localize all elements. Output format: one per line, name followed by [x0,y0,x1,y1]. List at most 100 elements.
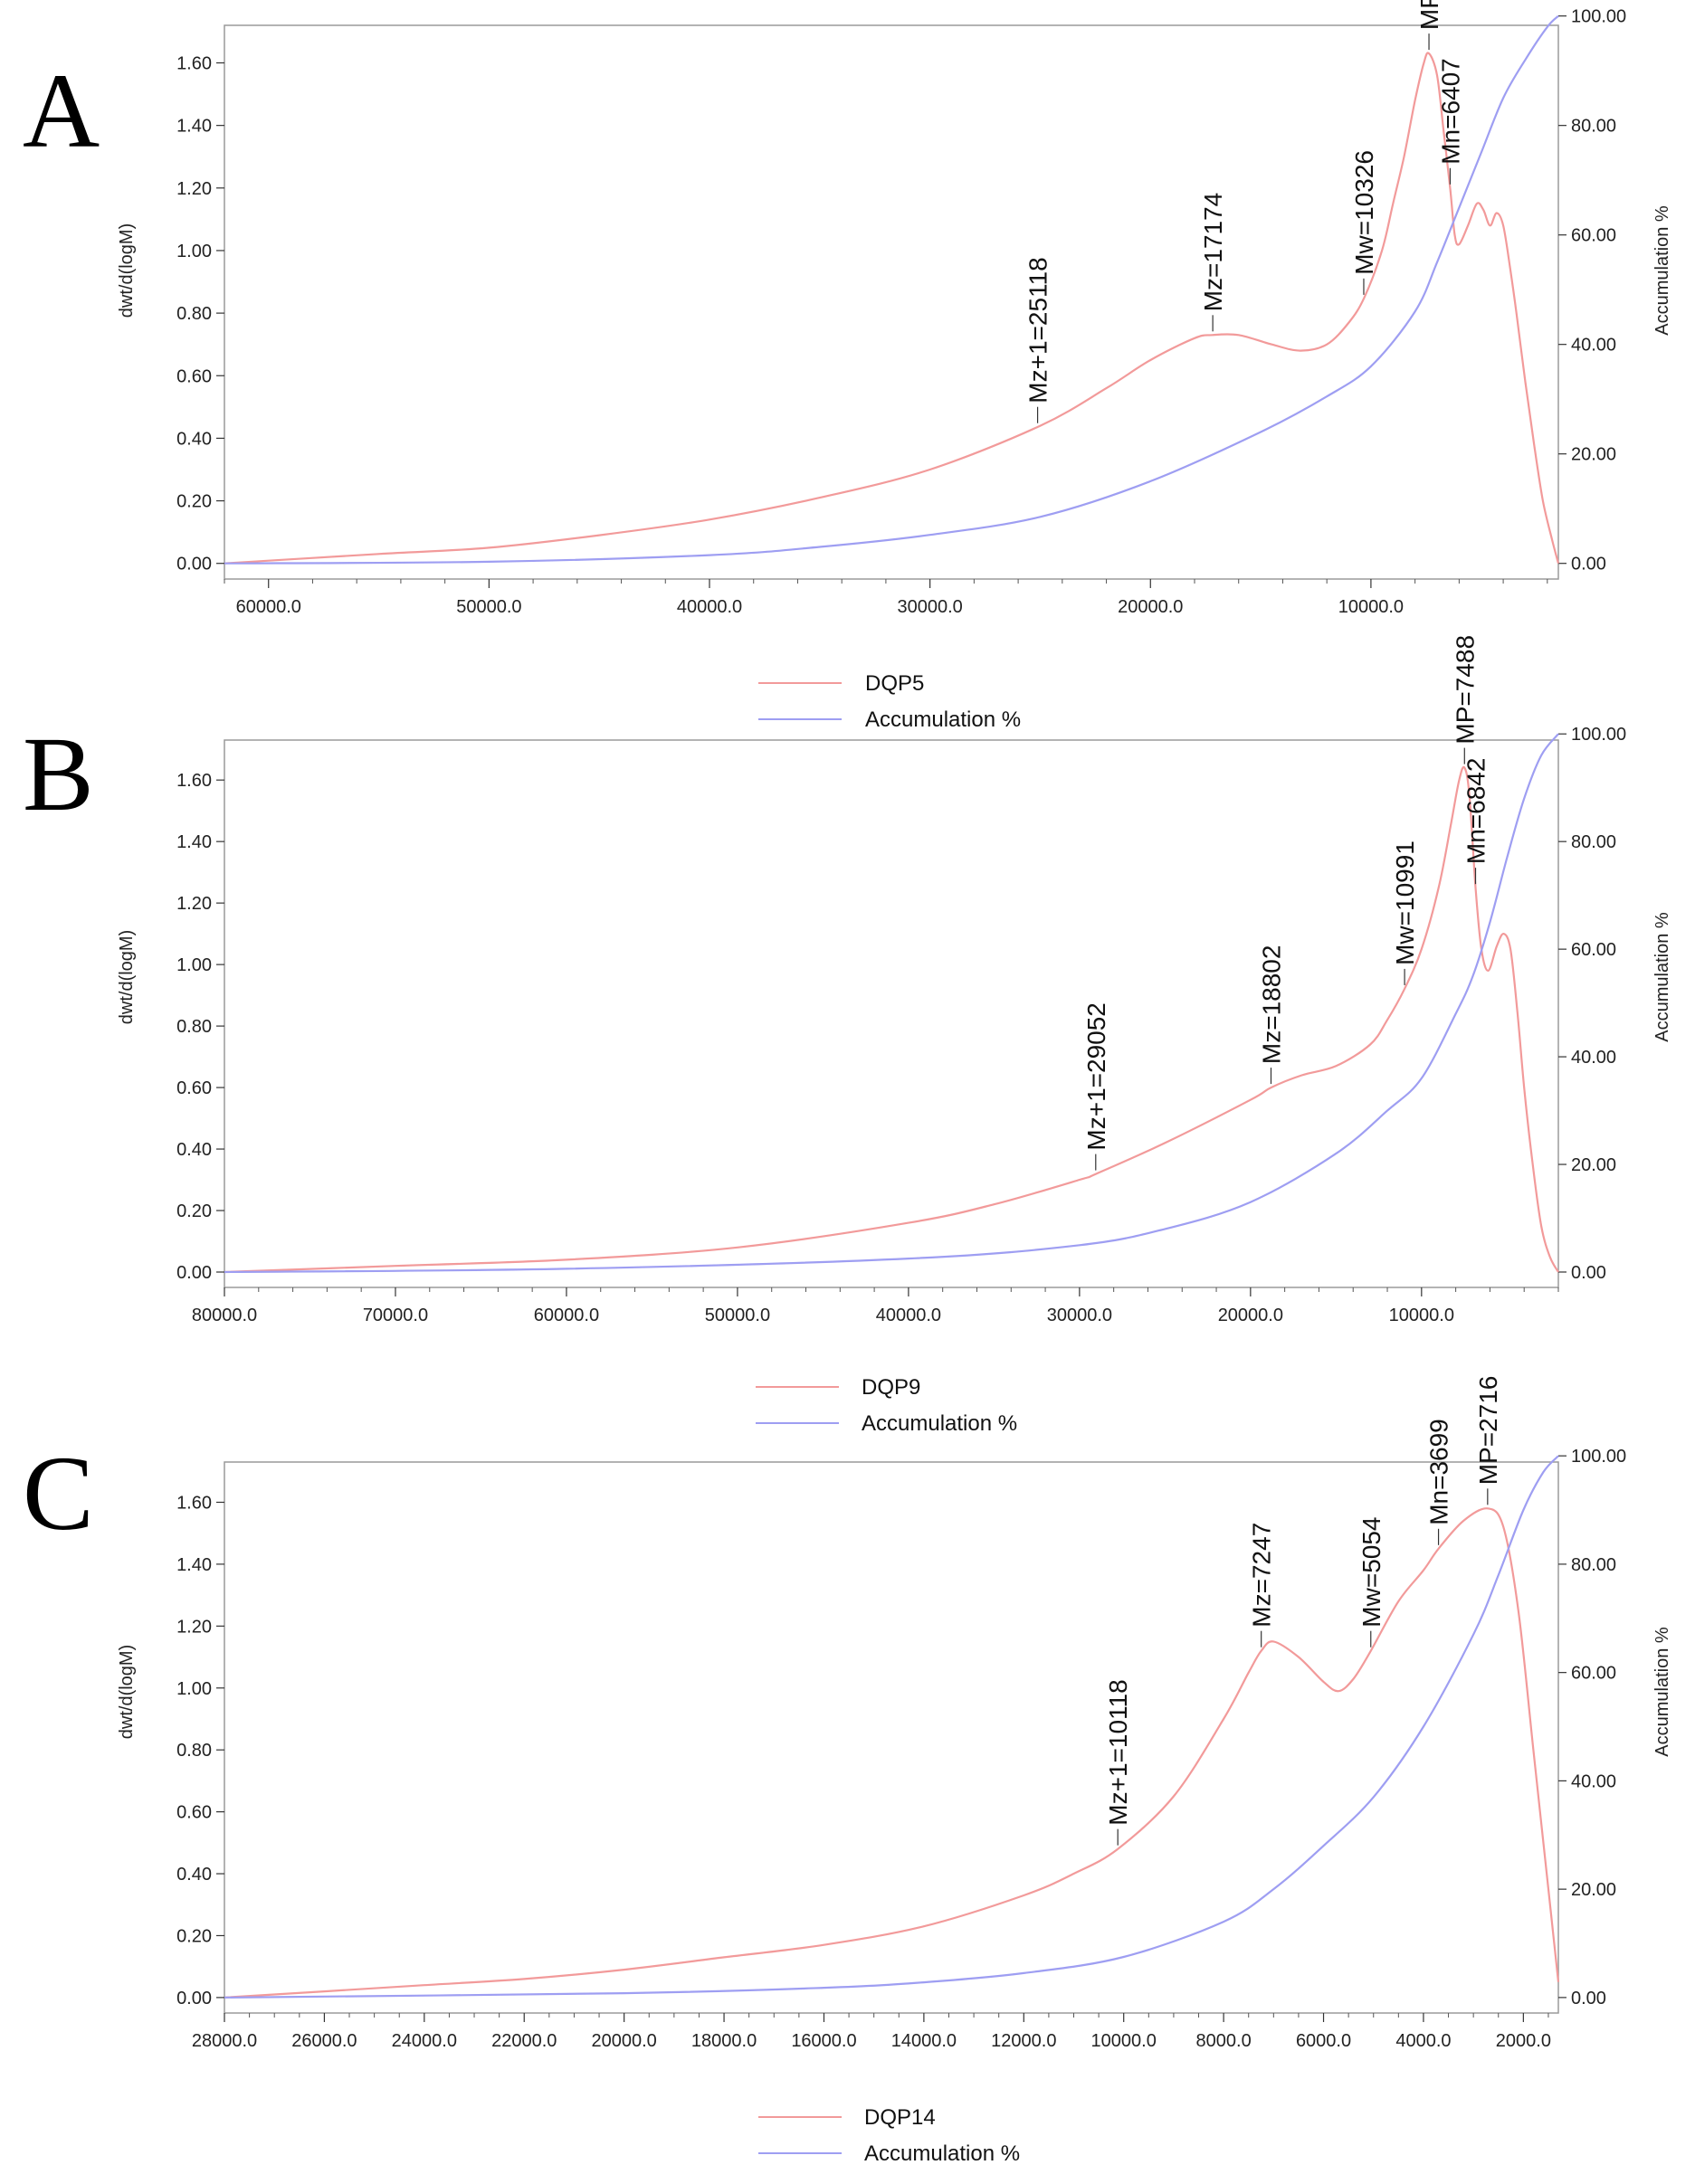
y-tick-label: 0.40 [176,1140,212,1160]
series-line-dqp9-b [224,765,1559,1274]
y2-tick-label: 0.00 [1571,1263,1606,1283]
y2-tick-label: 0.00 [1571,1989,1606,2008]
legend-label-accumulation-a: Accumulation % [865,707,1021,732]
y-tick-label: 0.80 [176,1017,212,1037]
y-tick-label: 0.40 [176,429,212,449]
x-tick-label: 22000.0 [491,2031,557,2051]
y-tick-label: 1.00 [176,1679,212,1699]
series-line-accumulation-c [224,1455,1559,1999]
y2-tick-label: 80.00 [1571,117,1616,137]
y-tick-label: 1.60 [176,1493,212,1513]
panel-label-a: A [23,52,100,170]
y-tick-label: 1.20 [176,1617,212,1637]
x-tick-label: 14000.0 [891,2031,957,2051]
series-line-dqp14-c [224,1507,1560,1999]
y-tick-label: 1.60 [176,53,212,73]
annotation-label: Mz=18802 [1258,945,1286,1065]
y-tick-label: 0.00 [176,555,212,574]
x-tick-label: 8000.0 [1196,2031,1252,2051]
x-tick-label: 60000.0 [236,597,301,617]
series-line-accumulation-a [224,14,1559,565]
x-tick-label: 20000.0 [591,2031,656,2051]
y2-tick-label: 60.00 [1571,226,1616,246]
y2-tick-label: 60.00 [1571,1664,1616,1684]
annotation-label: Mw=10326 [1350,150,1378,275]
x-tick-label: 6000.0 [1296,2031,1351,2051]
x-tick-label: 30000.0 [897,597,962,617]
annotation-label: Mz+1=10118 [1104,1679,1132,1825]
x-tick-label: 60000.0 [534,1306,599,1325]
y2-tick-label: 60.00 [1571,940,1616,960]
annotation-label: Mw=10991 [1391,840,1419,965]
x-tick-label: 18000.0 [691,2031,757,2051]
legend-label-dqp9: DQP9 [862,1375,920,1400]
x-tick-label: 50000.0 [705,1306,770,1325]
x-tick-label: 30000.0 [1047,1306,1112,1325]
y2-tick-label: 80.00 [1571,1555,1616,1575]
y2-tick-label: 20.00 [1571,445,1616,465]
y2-tick-label: 40.00 [1571,1771,1616,1791]
annotation-label: Mn=6407 [1436,58,1464,165]
plot-frame-c [224,1461,1559,2014]
x-tick-label: 10000.0 [1338,597,1404,617]
x-tick-label: 24000.0 [392,2031,457,2051]
annotation-label: Mw=5054 [1357,1517,1386,1628]
x-tick-label: 50000.0 [456,597,521,617]
y-tick-label: 0.80 [176,304,212,324]
y-tick-label: 0.60 [176,366,212,386]
x-tick-label: 12000.0 [991,2031,1056,2051]
legend-b: DQP9 Accumulation % [756,1375,1017,1436]
y-tick-label: 0.20 [176,1926,212,1946]
y-tick-label: 0.80 [176,1741,212,1761]
y2-axis-label-b: Accumulation % [1652,912,1672,1042]
series-line-dqp5-a [224,52,1560,565]
plot-area-c: 28000.0 26000.0 24000.0 22000.0 20000.0 18000… [176,1376,1626,2051]
panel-b: B dwt/d(logM) Accumulation % 80000.0 7000… [23,635,1672,1436]
x-tick-label: 40000.0 [677,597,742,617]
x-tick-label: 4000.0 [1395,2031,1451,2051]
annotation-label: Mz=7247 [1248,1523,1276,1628]
y-axis-label-a: dwt/d(logM) [117,223,137,318]
panel-c: C dwt/d(logM) Accumulation % 28000.0 2600… [23,1376,1672,2166]
y-tick-label: 0.00 [176,1263,212,1283]
annotation-label: Mz+1=29052 [1082,1002,1110,1150]
annotation-label: MP=7488 [1451,635,1479,745]
x-tick-label: 70000.0 [363,1306,428,1325]
annotation-label: Mn=3699 [1425,1419,1453,1525]
x-tick-label: 2000.0 [1496,2031,1551,2051]
x-tick-label: 16000.0 [791,2031,856,2051]
x-tick-label: 10000.0 [1091,2031,1157,2051]
legend-label-accumulation-c: Accumulation % [864,2141,1020,2166]
y-tick-label: 0.00 [176,1989,212,2008]
y2-tick-label: 100.00 [1571,1447,1626,1467]
y-tick-label: 1.40 [176,832,212,852]
x-tick-label: 40000.0 [876,1306,941,1325]
y-tick-label: 1.40 [176,117,212,137]
plot-area-b: 80000.0 70000.0 60000.0 50000.0 40000.0 30000… [176,635,1626,1325]
y-tick-label: 1.40 [176,1555,212,1575]
y-tick-label: 0.40 [176,1865,212,1885]
y-tick-label: 1.20 [176,179,212,199]
y-tick-label: 0.60 [176,1803,212,1823]
y-tick-label: 1.00 [176,242,212,261]
y2-tick-label: 100.00 [1571,725,1626,745]
legend-c: DQP14 Accumulation % [758,2105,1020,2166]
x-tick-label: 20000.0 [1218,1306,1283,1325]
panel-label-c: C [23,1434,94,1553]
x-tick-label: 10000.0 [1389,1306,1454,1325]
y2-tick-label: 40.00 [1571,336,1616,356]
y-tick-label: 1.20 [176,894,212,914]
annotation-label: MP=7368 [1415,0,1443,30]
legend-label-accumulation-b: Accumulation % [862,1411,1017,1436]
y-axis-label-b: dwt/d(logM) [117,930,137,1024]
plot-area-a: 60000.0 50000.0 40000.0 30000.0 20000.0 10000… [176,0,1626,617]
panel-label-b: B [23,715,94,833]
legend-a: DQP5 Accumulation % [758,671,1021,732]
y2-tick-label: 0.00 [1571,555,1606,574]
y-tick-label: 1.00 [176,955,212,975]
y-axis-label-c: dwt/d(logM) [117,1645,137,1739]
x-tick-label: 20000.0 [1118,597,1183,617]
legend-label-dqp5: DQP5 [865,671,924,696]
y2-tick-label: 80.00 [1571,832,1616,852]
